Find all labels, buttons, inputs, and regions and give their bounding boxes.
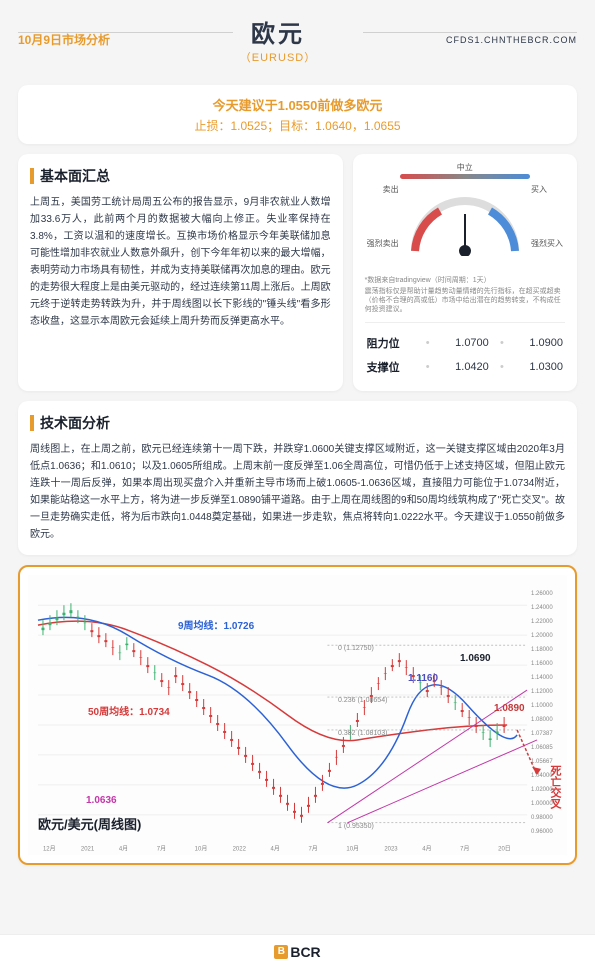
svg-text:1.16000: 1.16000 (531, 661, 553, 667)
brand-text: BCR (290, 944, 320, 960)
gauge-footnote-2: 震荡指标仅是帮助计量趋势动量情绪的先行指标，在超买或超卖（价格不合理的高或低）市… (365, 287, 565, 314)
support-1: 1.0420 (441, 361, 489, 373)
svg-text:1.24000: 1.24000 (531, 606, 553, 612)
svg-text:0.96000: 0.96000 (531, 829, 553, 835)
levels-block: 阻力位 • 1.0700 • 1.0900 支撑位 • 1.0420 • 1.0… (365, 322, 565, 379)
gauge-sell: 卖出 (383, 184, 399, 195)
support-2: 1.0300 (515, 361, 563, 373)
svg-text:1.06085: 1.06085 (531, 745, 553, 751)
chart-card: 1.26000 1.24000 1.22000 1.20000 1.18000 1.160… (18, 565, 577, 865)
annot-2: 1.1160 (408, 673, 438, 684)
page-header: 10月9日市场分析 欧元 （EURUSD） CFDS1.CHNTHEBCR.CO… (0, 0, 595, 71)
support-label: 支撑位 (367, 359, 415, 375)
dot-icon: • (500, 361, 504, 373)
accent-bar-icon (30, 168, 34, 184)
fib-1: 0 (1.12750) (338, 645, 374, 652)
svg-text:4月: 4月 (422, 846, 431, 853)
fundamental-title-row: 基本面汇总 (30, 166, 331, 186)
svg-text:1.07387: 1.07387 (531, 731, 553, 737)
gauge-buy: 买入 (531, 184, 547, 195)
fib-3: 0.382 (1.08103) (338, 730, 387, 737)
gauge-neutral: 中立 (457, 162, 473, 173)
svg-text:7月: 7月 (460, 846, 469, 853)
annot-1: 1.0636 (86, 795, 117, 806)
svg-text:0.98000: 0.98000 (531, 815, 553, 821)
fundamental-title: 基本面汇总 (40, 166, 110, 186)
svg-text:1.08000: 1.08000 (531, 717, 553, 723)
ma9-annotation: 9周均线：1.0726 (178, 617, 254, 632)
technical-body: 周线图上，在上周之前，欧元已经连续第十一周下跌，并跌穿1.0600关键支撑区域附… (30, 441, 565, 543)
page-footer: B BCR (0, 934, 595, 966)
recommendation-main: 今天建议于1.0550前做多欧元 (32, 95, 563, 114)
svg-text:1.12000: 1.12000 (531, 689, 553, 695)
accent-bar-icon (30, 415, 34, 431)
svg-text:4月: 4月 (271, 846, 280, 853)
instrument-pair: （EURUSD） (110, 49, 446, 65)
svg-text:2022: 2022 (233, 847, 247, 853)
header-divider (18, 32, 577, 33)
price-chart: 1.26000 1.24000 1.22000 1.20000 1.18000 1.160… (28, 575, 567, 855)
gauge-dial-icon (405, 196, 525, 256)
support-row: 支撑位 • 1.0420 • 1.0300 (365, 355, 565, 379)
recommendation-card: 今天建议于1.0550前做多欧元 止损：1.0525；目标：1.0640，1.0… (18, 85, 577, 144)
svg-text:1.10000: 1.10000 (531, 703, 553, 709)
gauge-strong-sell: 强烈卖出 (367, 238, 399, 249)
brand-logo: B BCR (274, 944, 320, 960)
site-url: CFDS1.CHNTHEBCR.COM (446, 35, 577, 45)
svg-text:2023: 2023 (384, 847, 398, 853)
gauge-levels-card: 中立 卖出 买入 强烈卖出 强烈买入 *数据来自tradingview（时间周期… (353, 154, 577, 391)
title-block: 欧元 （EURUSD） (110, 14, 446, 65)
svg-text:1.18000: 1.18000 (531, 647, 553, 653)
dot-icon: • (426, 361, 430, 373)
chart-title: 欧元/美元(周线图) (38, 814, 141, 833)
fib-2: 0.236 (1.08654) (338, 697, 387, 704)
resistance-2: 1.0900 (515, 337, 563, 349)
analysis-date: 10月9日市场分析 (18, 31, 110, 48)
ma50-annotation: 50周均线：1.0734 (88, 703, 170, 718)
svg-text:7月: 7月 (308, 846, 317, 853)
dot-icon: • (500, 337, 504, 349)
fundamental-body: 上周五，美国劳工统计局周五公布的报告显示，9月非农就业人数增加33.6万人，此前… (30, 194, 331, 330)
annot-3: 1.0690 (460, 653, 491, 664)
svg-text:1.26000: 1.26000 (531, 592, 553, 598)
resistance-1: 1.0700 (441, 337, 489, 349)
gauge-footnote-1: *数据来自tradingview（时间周期：1天） (365, 276, 565, 285)
svg-text:10月: 10月 (195, 846, 208, 853)
death-cross-annotation: 死亡交叉 (547, 765, 563, 809)
technical-title: 技术面分析 (40, 413, 110, 433)
svg-text:1.22000: 1.22000 (531, 620, 553, 626)
svg-text:1.14000: 1.14000 (531, 675, 553, 681)
resistance-row: 阻力位 • 1.0700 • 1.0900 (365, 331, 565, 355)
sentiment-gauge: 中立 卖出 买入 强烈卖出 强烈买入 (365, 166, 565, 274)
technical-card: 技术面分析 周线图上，在上周之前，欧元已经连续第十一周下跌，并跌穿1.0600关… (18, 401, 577, 555)
recommendation-detail: 止损：1.0525；目标：1.0640，1.0655 (32, 117, 563, 134)
svg-text:12月: 12月 (43, 846, 56, 853)
gauge-strong-buy: 强烈买入 (531, 238, 563, 249)
resistance-label: 阻力位 (367, 335, 415, 351)
svg-text:2021: 2021 (81, 847, 95, 853)
technical-title-row: 技术面分析 (30, 413, 565, 433)
svg-text:1.20000: 1.20000 (531, 634, 553, 640)
annot-4: 1.0890 (494, 703, 525, 714)
svg-text:4月: 4月 (119, 846, 128, 853)
brand-square-icon: B (274, 945, 288, 959)
svg-text:7月: 7月 (157, 846, 166, 853)
row-fundamental-gauge: 基本面汇总 上周五，美国劳工统计局周五公布的报告显示，9月非农就业人数增加33.… (18, 154, 577, 391)
gauge-bar-icon (400, 174, 530, 179)
fib-4: 1 (0.95350) (338, 823, 374, 830)
fundamental-card: 基本面汇总 上周五，美国劳工统计局周五公布的报告显示，9月非农就业人数增加33.… (18, 154, 343, 391)
dot-icon: • (426, 337, 430, 349)
svg-text:10月: 10月 (346, 846, 359, 853)
svg-text:20日: 20日 (498, 846, 511, 853)
